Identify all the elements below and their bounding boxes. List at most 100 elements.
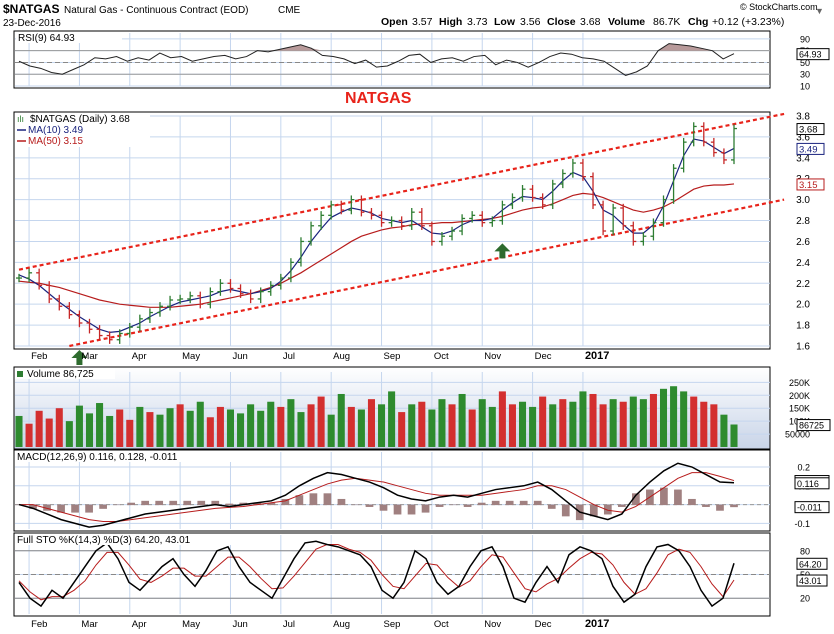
macd-histogram-bar	[43, 504, 51, 511]
volume-bar	[277, 406, 285, 447]
y-tick-label: 50000	[785, 430, 810, 440]
macd-histogram-bar	[660, 487, 668, 506]
sto-x-tick-label: Feb	[31, 619, 47, 630]
volume-bar	[529, 406, 537, 447]
ohlc-summary: Open 3.57 High 3.73 Low 3.56 Close 3.68 …	[381, 16, 784, 28]
y-tick-label: 50	[800, 58, 810, 68]
low-value: 3.56	[520, 16, 541, 28]
volume-bar	[216, 406, 224, 447]
scroll-arrow-icon[interactable]: ▼	[815, 6, 824, 16]
macd-histogram-bar	[533, 500, 542, 506]
macd-value-tag-text: 0.116	[797, 479, 819, 489]
volume-bar	[75, 405, 83, 447]
chart-description: Natural Gas - Continuous Contract (EOD)	[64, 5, 249, 16]
price-plot	[16, 112, 785, 365]
macd-histogram-bar	[169, 500, 178, 506]
macd-histogram-bar	[393, 504, 402, 515]
volume-bar	[156, 414, 164, 447]
high-value: 3.73	[467, 16, 488, 28]
y-tick-label: 20	[800, 594, 810, 604]
sto-x-tick-label: Jul	[283, 619, 295, 630]
volume-legend: Volume 86,725	[15, 368, 115, 380]
macd-histogram-bar	[421, 504, 430, 513]
macd-histogram-bar	[730, 504, 738, 508]
volume-bar	[488, 406, 496, 447]
macd-legend: MACD(12,26,9) 0.116, 0.128, -0.011	[15, 451, 251, 463]
sto-value-tag-text: 64.20	[799, 559, 822, 569]
macd-histogram-bar	[365, 504, 374, 507]
volume-bar	[418, 401, 426, 447]
chart-date: 23-Dec-2016	[3, 18, 61, 29]
macd-histogram-bar	[141, 500, 150, 506]
volume-bar	[569, 401, 577, 447]
price-value-tag	[796, 142, 825, 155]
volume-bar	[367, 399, 375, 447]
volume-bar	[700, 401, 708, 447]
sto-x-tick-label: Oct	[434, 619, 449, 630]
y-tick-label: 30	[800, 70, 810, 80]
macd-histogram-bar	[491, 500, 500, 506]
price-x-tick-label: Aug	[333, 351, 350, 362]
rsi-overbought-shade	[19, 43, 734, 51]
natgas-annotation: NATGAS	[345, 90, 412, 107]
y-tick-label: 250K	[789, 378, 810, 388]
macd-histogram-bar	[561, 504, 570, 517]
macd-histogram-bar	[253, 502, 262, 506]
volume-bar	[599, 404, 607, 447]
price-x-tick-label: Jun	[232, 351, 247, 362]
sto-x-tick-label: 2017	[585, 618, 609, 630]
sto-d-line	[18, 543, 735, 601]
macd-histogram-bar	[449, 504, 458, 506]
y-tick-label: 2.4	[796, 258, 810, 269]
y-tick-label: 3.6	[796, 132, 810, 143]
volume-bar	[196, 401, 204, 447]
price-x-tick-label: Jul	[283, 351, 295, 362]
y-tick-label: 3.4	[796, 153, 810, 164]
price-value-tag-text: 3.15	[799, 180, 818, 191]
volume-plot	[15, 386, 738, 447]
macd-histogram-bar	[295, 495, 304, 506]
volume-bar	[559, 399, 567, 447]
volume-bar	[670, 386, 678, 447]
macd-histogram-bar	[155, 500, 164, 506]
volume-bar	[710, 404, 718, 447]
macd-histogram-bar	[225, 503, 234, 506]
volume-bar	[468, 409, 476, 447]
lower-channel-line	[69, 198, 785, 348]
macd-histogram-bar	[603, 504, 612, 515]
volume-bar	[659, 388, 668, 447]
volume-bar	[45, 418, 53, 447]
volume-bar	[478, 399, 486, 447]
price-value-tag	[796, 123, 825, 136]
price-x-tick-label: May	[182, 351, 200, 362]
y-tick-label: 0.2	[797, 463, 810, 473]
watermark: © StockCharts.com	[740, 2, 818, 12]
volume-bar	[176, 404, 184, 447]
volume-bar	[96, 403, 104, 447]
volume-bar	[609, 399, 617, 447]
price-panel	[13, 111, 771, 350]
volume-value-tag-text: 86725	[799, 421, 824, 431]
ma50-line	[18, 183, 735, 308]
sto-value-tag	[796, 574, 828, 587]
y-tick-label: 90	[800, 34, 810, 44]
chart-symbol: $NATGAS	[3, 2, 59, 16]
volume-bar	[136, 406, 144, 447]
y-tick-label: 10	[800, 82, 810, 92]
macd-histogram-bar	[99, 504, 107, 509]
volume-bar	[518, 401, 527, 447]
sto-x-tick-label: Sep	[384, 619, 401, 630]
sto-legend: Full STO %K(14,3) %D(3) 64.20, 43.01	[15, 534, 270, 546]
macd-histogram-bar	[519, 500, 528, 506]
sto-x-tick-label: Jun	[232, 619, 247, 630]
macd-histogram-bar	[211, 500, 220, 506]
volume-bar	[680, 391, 688, 447]
volume-bar	[166, 408, 174, 447]
macd-histogram-bar	[29, 504, 37, 509]
price-x-tick-label: Apr	[132, 351, 147, 362]
volume-bar	[85, 413, 94, 447]
macd-histogram-bar	[407, 504, 416, 515]
macd-histogram-bar	[674, 489, 682, 506]
close-value: 3.68	[580, 16, 601, 28]
macd-histogram-bar	[71, 504, 79, 513]
